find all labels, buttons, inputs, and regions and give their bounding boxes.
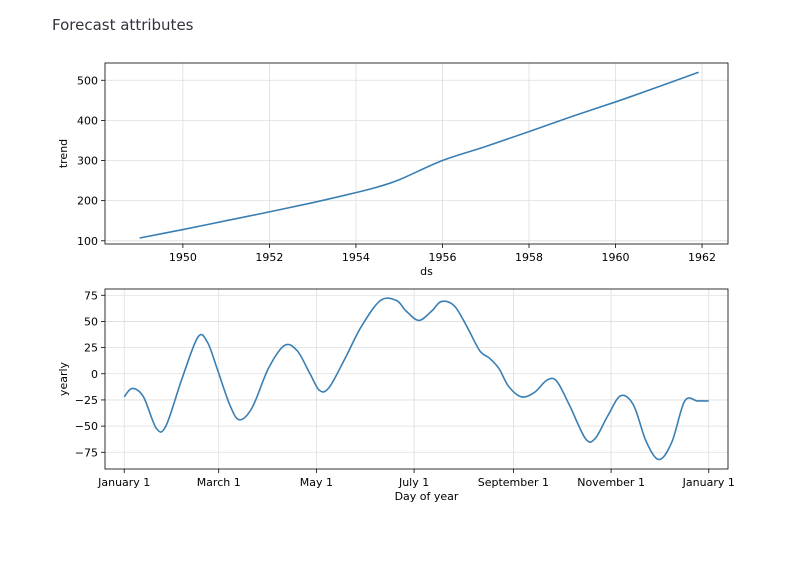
trend-panel-x-tick-label: 1954 [342, 251, 370, 264]
trend-panel-x-tick-label: 1958 [515, 251, 543, 264]
yearly-panel-series-line [123, 297, 709, 461]
yearly-panel-y-tick-label: −75 [75, 446, 98, 459]
page-title: Forecast attributes [52, 16, 194, 34]
yearly-panel-x-tick-label: March 1 [197, 476, 241, 489]
trend-panel-y-tick-label: 400 [77, 114, 98, 127]
yearly-panel-x-tick-label: November 1 [577, 476, 645, 489]
yearly-panel-x-tick-label: January 1 [97, 476, 150, 489]
trend-panel-x-tick-label: 1952 [255, 251, 283, 264]
yearly-panel-x-tick-label: January 1 [682, 476, 735, 489]
yearly-panel-y-tick-label: −50 [75, 420, 98, 433]
trend-panel-y-tick-label: 200 [77, 195, 98, 208]
trend-panel-y-axis-label: trend [57, 139, 70, 168]
yearly-panel-x-axis-label: Day of year [395, 490, 459, 503]
trend-panel-y-tick-label: 500 [77, 74, 98, 87]
yearly-panel-x-tick-label: May 1 [300, 476, 333, 489]
trend-panel-x-tick-label: 1962 [688, 251, 716, 264]
trend-panel-series-line [139, 71, 699, 239]
trend-panel-y-tick-label: 100 [77, 235, 98, 248]
yearly-panel-y-axis-label: yearly [57, 361, 70, 396]
trend-panel-frame [104, 62, 729, 245]
yearly-panel-y-tick-label: 50 [84, 315, 98, 328]
trend-panel-x-tick-label: 1950 [169, 251, 197, 264]
trend-panel-y-tick-label: 300 [77, 155, 98, 168]
yearly-panel-x-tick-label: September 1 [478, 476, 549, 489]
yearly-panel-y-tick-label: 0 [91, 368, 98, 381]
trend-panel-x-axis-label: ds [420, 265, 433, 278]
yearly-panel-frame [104, 288, 729, 470]
yearly-panel-y-tick-label: 25 [84, 342, 98, 355]
yearly-panel-y-tick-label: 75 [84, 289, 98, 302]
yearly-panel-y-tick-label: −25 [75, 394, 98, 407]
trend-panel-x-tick-label: 1960 [602, 251, 630, 264]
yearly-panel-x-tick-label: July 1 [398, 476, 429, 489]
trend-panel-x-tick-label: 1956 [428, 251, 456, 264]
